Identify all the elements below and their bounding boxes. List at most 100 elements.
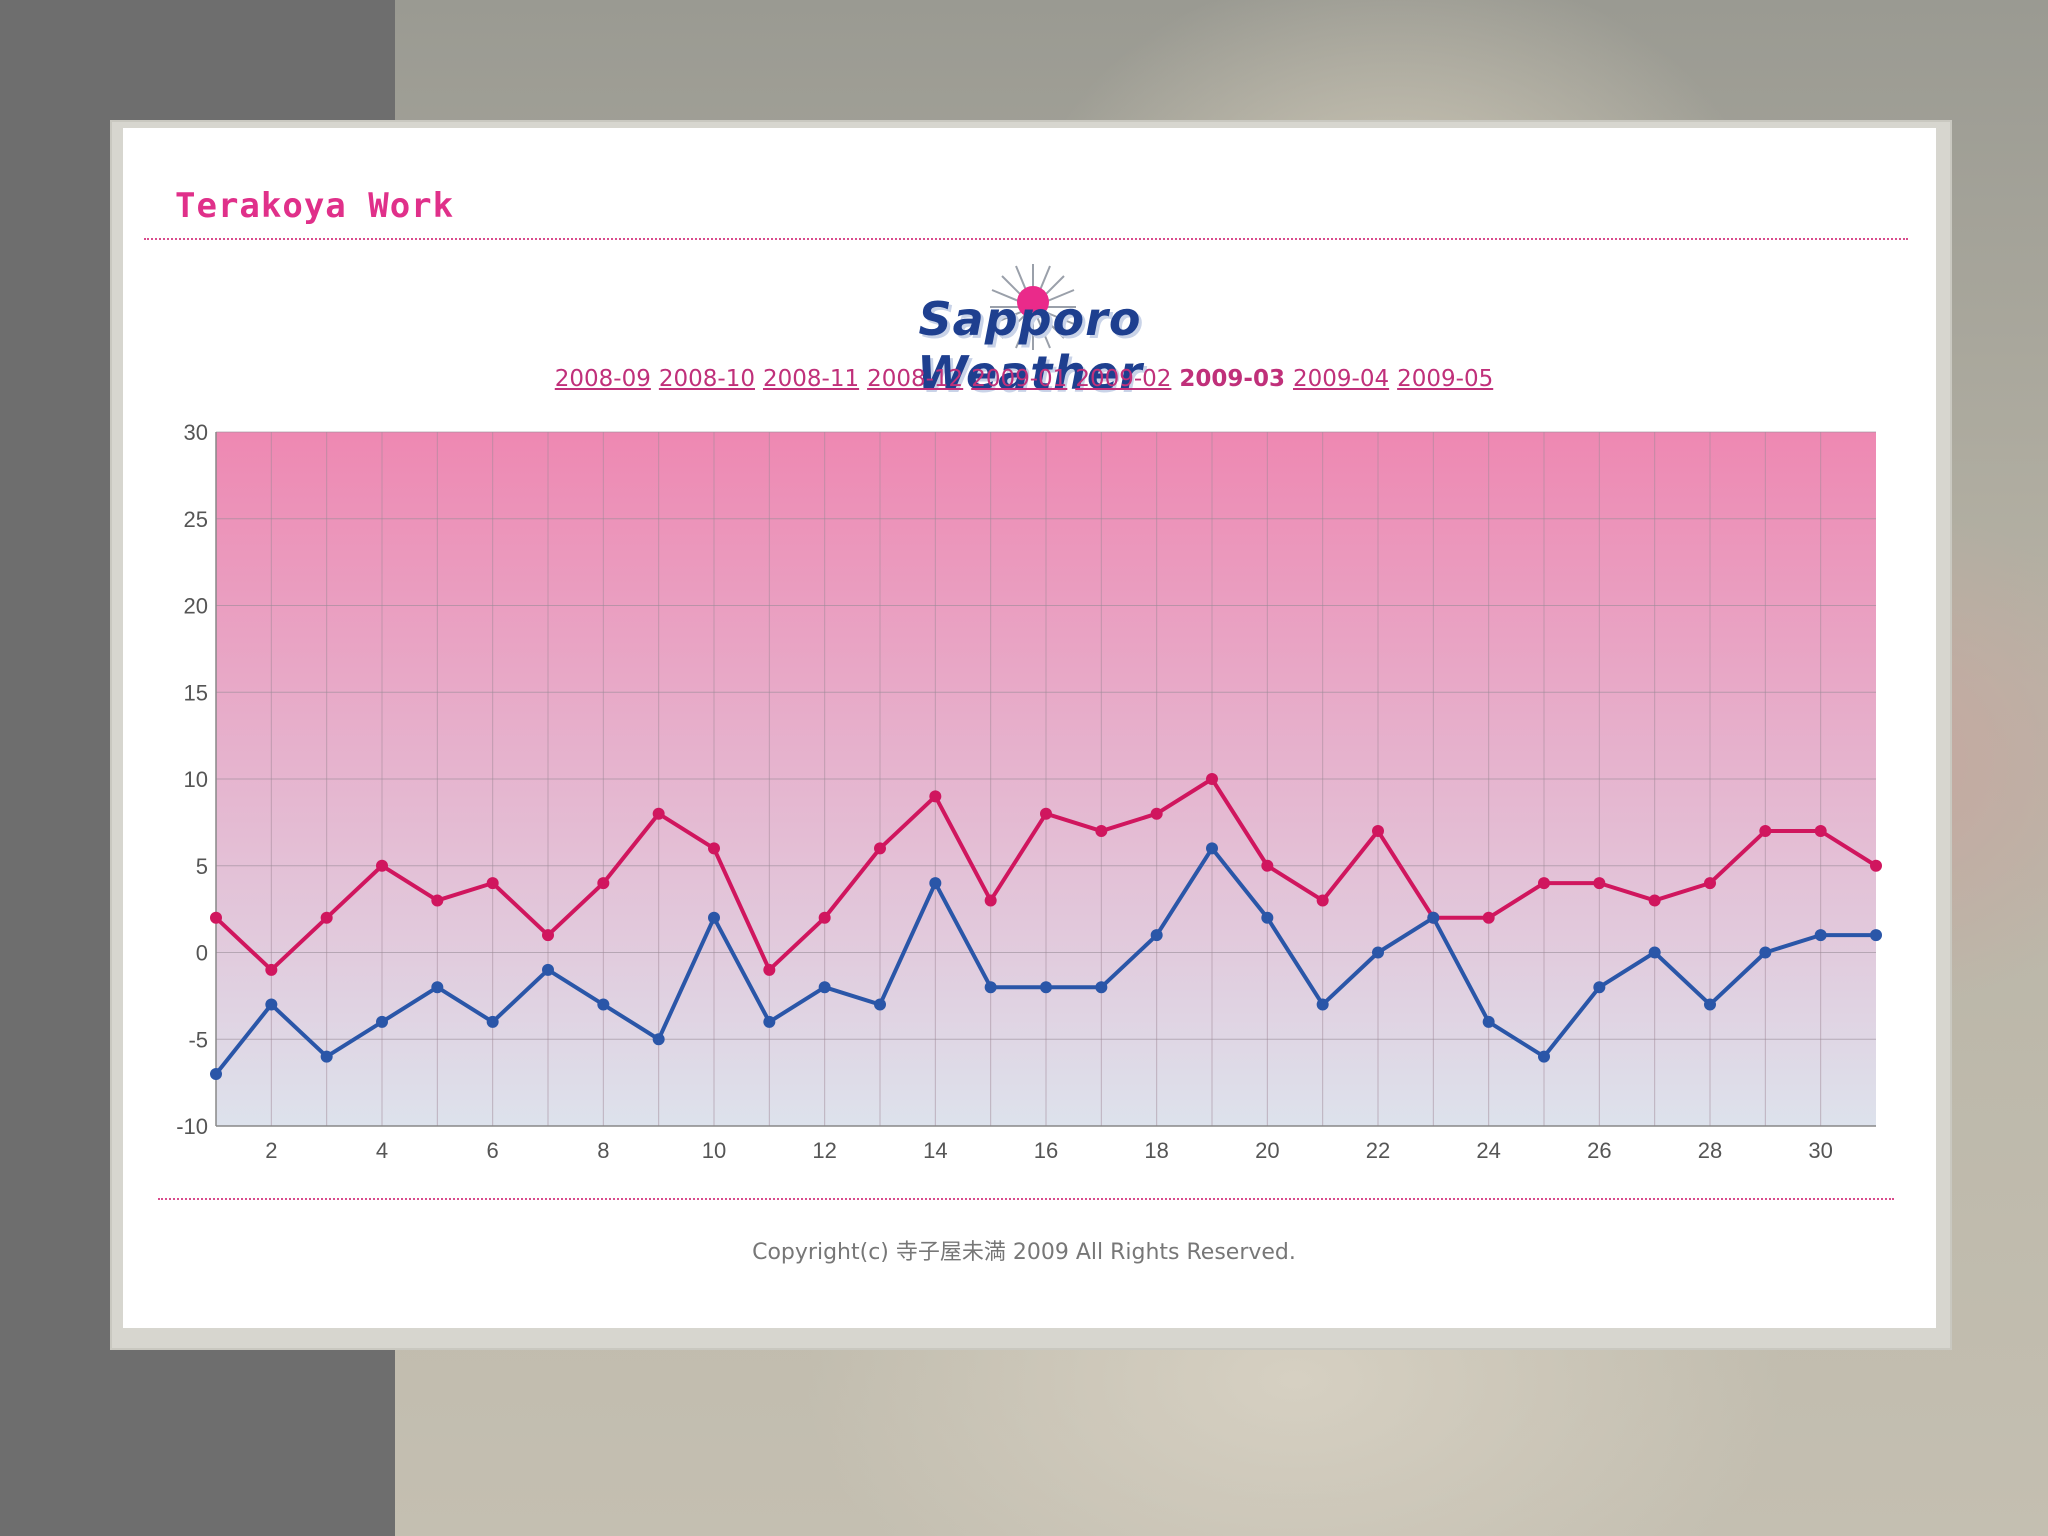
x-tick-label: 10 — [702, 1138, 726, 1163]
high-temperature-point — [929, 790, 942, 803]
high-temperature-point — [210, 911, 222, 924]
site-title: Terakoya Work — [175, 186, 455, 226]
month-link-2009-05[interactable]: 2009-05 — [1397, 366, 1494, 392]
low-temperature-point — [1814, 929, 1827, 942]
high-temperature-point — [1538, 877, 1550, 890]
x-tick-label: 12 — [812, 1138, 836, 1163]
high-temperature-point — [1261, 859, 1274, 872]
high-temperature-point — [1593, 877, 1606, 890]
month-nav: 2008-09 2008-10 2008-11 2008-12 2009-01 2009-… — [0, 366, 2048, 392]
low-temperature-point — [708, 911, 720, 924]
low-temperature-point — [1482, 1015, 1495, 1028]
month-link-2009-04[interactable]: 2009-04 — [1293, 366, 1390, 392]
y-tick-label: -10 — [176, 1114, 208, 1139]
low-temperature-point — [1261, 911, 1274, 924]
sapporo-weather-logo: Sapporo Weather — [830, 262, 1230, 400]
low-temperature-point — [818, 981, 831, 994]
y-tick-label: 15 — [184, 680, 208, 705]
x-tick-label: 24 — [1476, 1138, 1500, 1163]
high-temperature-point — [1206, 773, 1218, 785]
high-temperature-point — [597, 877, 610, 890]
low-temperature-point — [597, 998, 610, 1011]
low-temperature-point — [1870, 929, 1882, 942]
high-temperature-point — [486, 877, 499, 890]
month-link-2009-02[interactable]: 2009-02 — [1075, 366, 1172, 392]
y-tick-label: 10 — [184, 767, 208, 792]
high-temperature-point — [1316, 894, 1329, 907]
y-tick-label: -5 — [188, 1027, 208, 1052]
low-temperature-point — [1538, 1050, 1550, 1063]
high-temperature-point — [708, 842, 720, 855]
high-temperature-point — [874, 842, 886, 855]
x-tick-label: 6 — [487, 1138, 499, 1163]
high-temperature-point — [763, 963, 776, 976]
low-temperature-point — [652, 1033, 665, 1046]
low-temperature-point — [763, 1015, 776, 1028]
low-temperature-point — [984, 981, 997, 994]
high-temperature-point — [1648, 894, 1661, 907]
high-temperature-point — [431, 894, 444, 907]
low-temperature-point — [376, 1015, 388, 1028]
low-temperature-point — [431, 981, 444, 994]
x-tick-label: 20 — [1255, 1138, 1279, 1163]
low-temperature-point — [1759, 946, 1772, 959]
month-link-2008-12[interactable]: 2008-12 — [867, 366, 964, 392]
header-divider — [144, 238, 1908, 240]
high-temperature-point — [265, 963, 278, 976]
logo-text: Sapporo Weather — [917, 292, 1143, 400]
y-tick-label: 0 — [196, 941, 208, 966]
x-tick-label: 30 — [1808, 1138, 1832, 1163]
x-tick-label: 26 — [1587, 1138, 1611, 1163]
copyright-text: Copyright(c) 寺子屋未満 2009 All Rights Reser… — [752, 1240, 1296, 1265]
high-temperature-point — [1814, 825, 1827, 838]
low-temperature-point — [542, 963, 554, 976]
y-tick-label: 5 — [196, 854, 208, 879]
month-link-2008-11[interactable]: 2008-11 — [762, 366, 860, 392]
x-tick-label: 18 — [1144, 1138, 1168, 1163]
low-temperature-point — [929, 877, 942, 890]
low-temperature-point — [1095, 981, 1108, 994]
low-temperature-point — [486, 1015, 499, 1028]
low-temperature-point — [1372, 946, 1384, 959]
sun-icon — [990, 264, 1076, 350]
y-tick-label: 25 — [184, 507, 208, 532]
month-link-2008-10[interactable]: 2008-10 — [658, 366, 755, 392]
x-tick-label: 28 — [1698, 1138, 1722, 1163]
x-tick-label: 8 — [597, 1138, 609, 1163]
low-temperature-point — [320, 1050, 333, 1063]
high-temperature-point — [1704, 877, 1716, 890]
footer-divider — [158, 1198, 1894, 1200]
low-temperature-point — [265, 998, 278, 1011]
high-temperature-point — [1870, 859, 1882, 872]
high-temperature-point — [984, 894, 997, 907]
low-temperature-point — [1648, 946, 1661, 959]
y-tick-label: 20 — [184, 594, 208, 619]
high-temperature-point — [1040, 807, 1052, 820]
low-temperature-point — [1206, 842, 1218, 855]
low-temperature-point — [874, 998, 886, 1011]
low-temperature-point — [1704, 998, 1716, 1011]
high-temperature-point — [320, 911, 333, 924]
x-tick-label: 14 — [923, 1138, 947, 1163]
x-tick-label: 16 — [1034, 1138, 1058, 1163]
month-link-2008-09[interactable]: 2008-09 — [554, 366, 651, 392]
low-temperature-point — [1316, 998, 1329, 1011]
x-tick-label: 4 — [376, 1138, 388, 1163]
low-temperature-point — [1593, 981, 1606, 994]
month-link-2009-01[interactable]: 2009-01 — [971, 366, 1068, 392]
low-temperature-point — [1427, 911, 1440, 924]
high-temperature-point — [652, 807, 665, 820]
high-temperature-point — [1482, 911, 1495, 924]
high-temperature-point — [818, 911, 831, 924]
month-link-2009-03[interactable]: 2009-03 — [1179, 366, 1285, 392]
low-temperature-point — [1150, 929, 1163, 942]
low-temperature-point — [210, 1067, 222, 1080]
high-temperature-point — [1759, 825, 1772, 838]
x-tick-label: 22 — [1366, 1138, 1390, 1163]
high-temperature-point — [1372, 825, 1384, 838]
high-temperature-point — [542, 929, 554, 942]
x-tick-label: 2 — [265, 1138, 277, 1163]
low-temperature-point — [1040, 981, 1052, 994]
high-temperature-point — [1150, 807, 1163, 820]
